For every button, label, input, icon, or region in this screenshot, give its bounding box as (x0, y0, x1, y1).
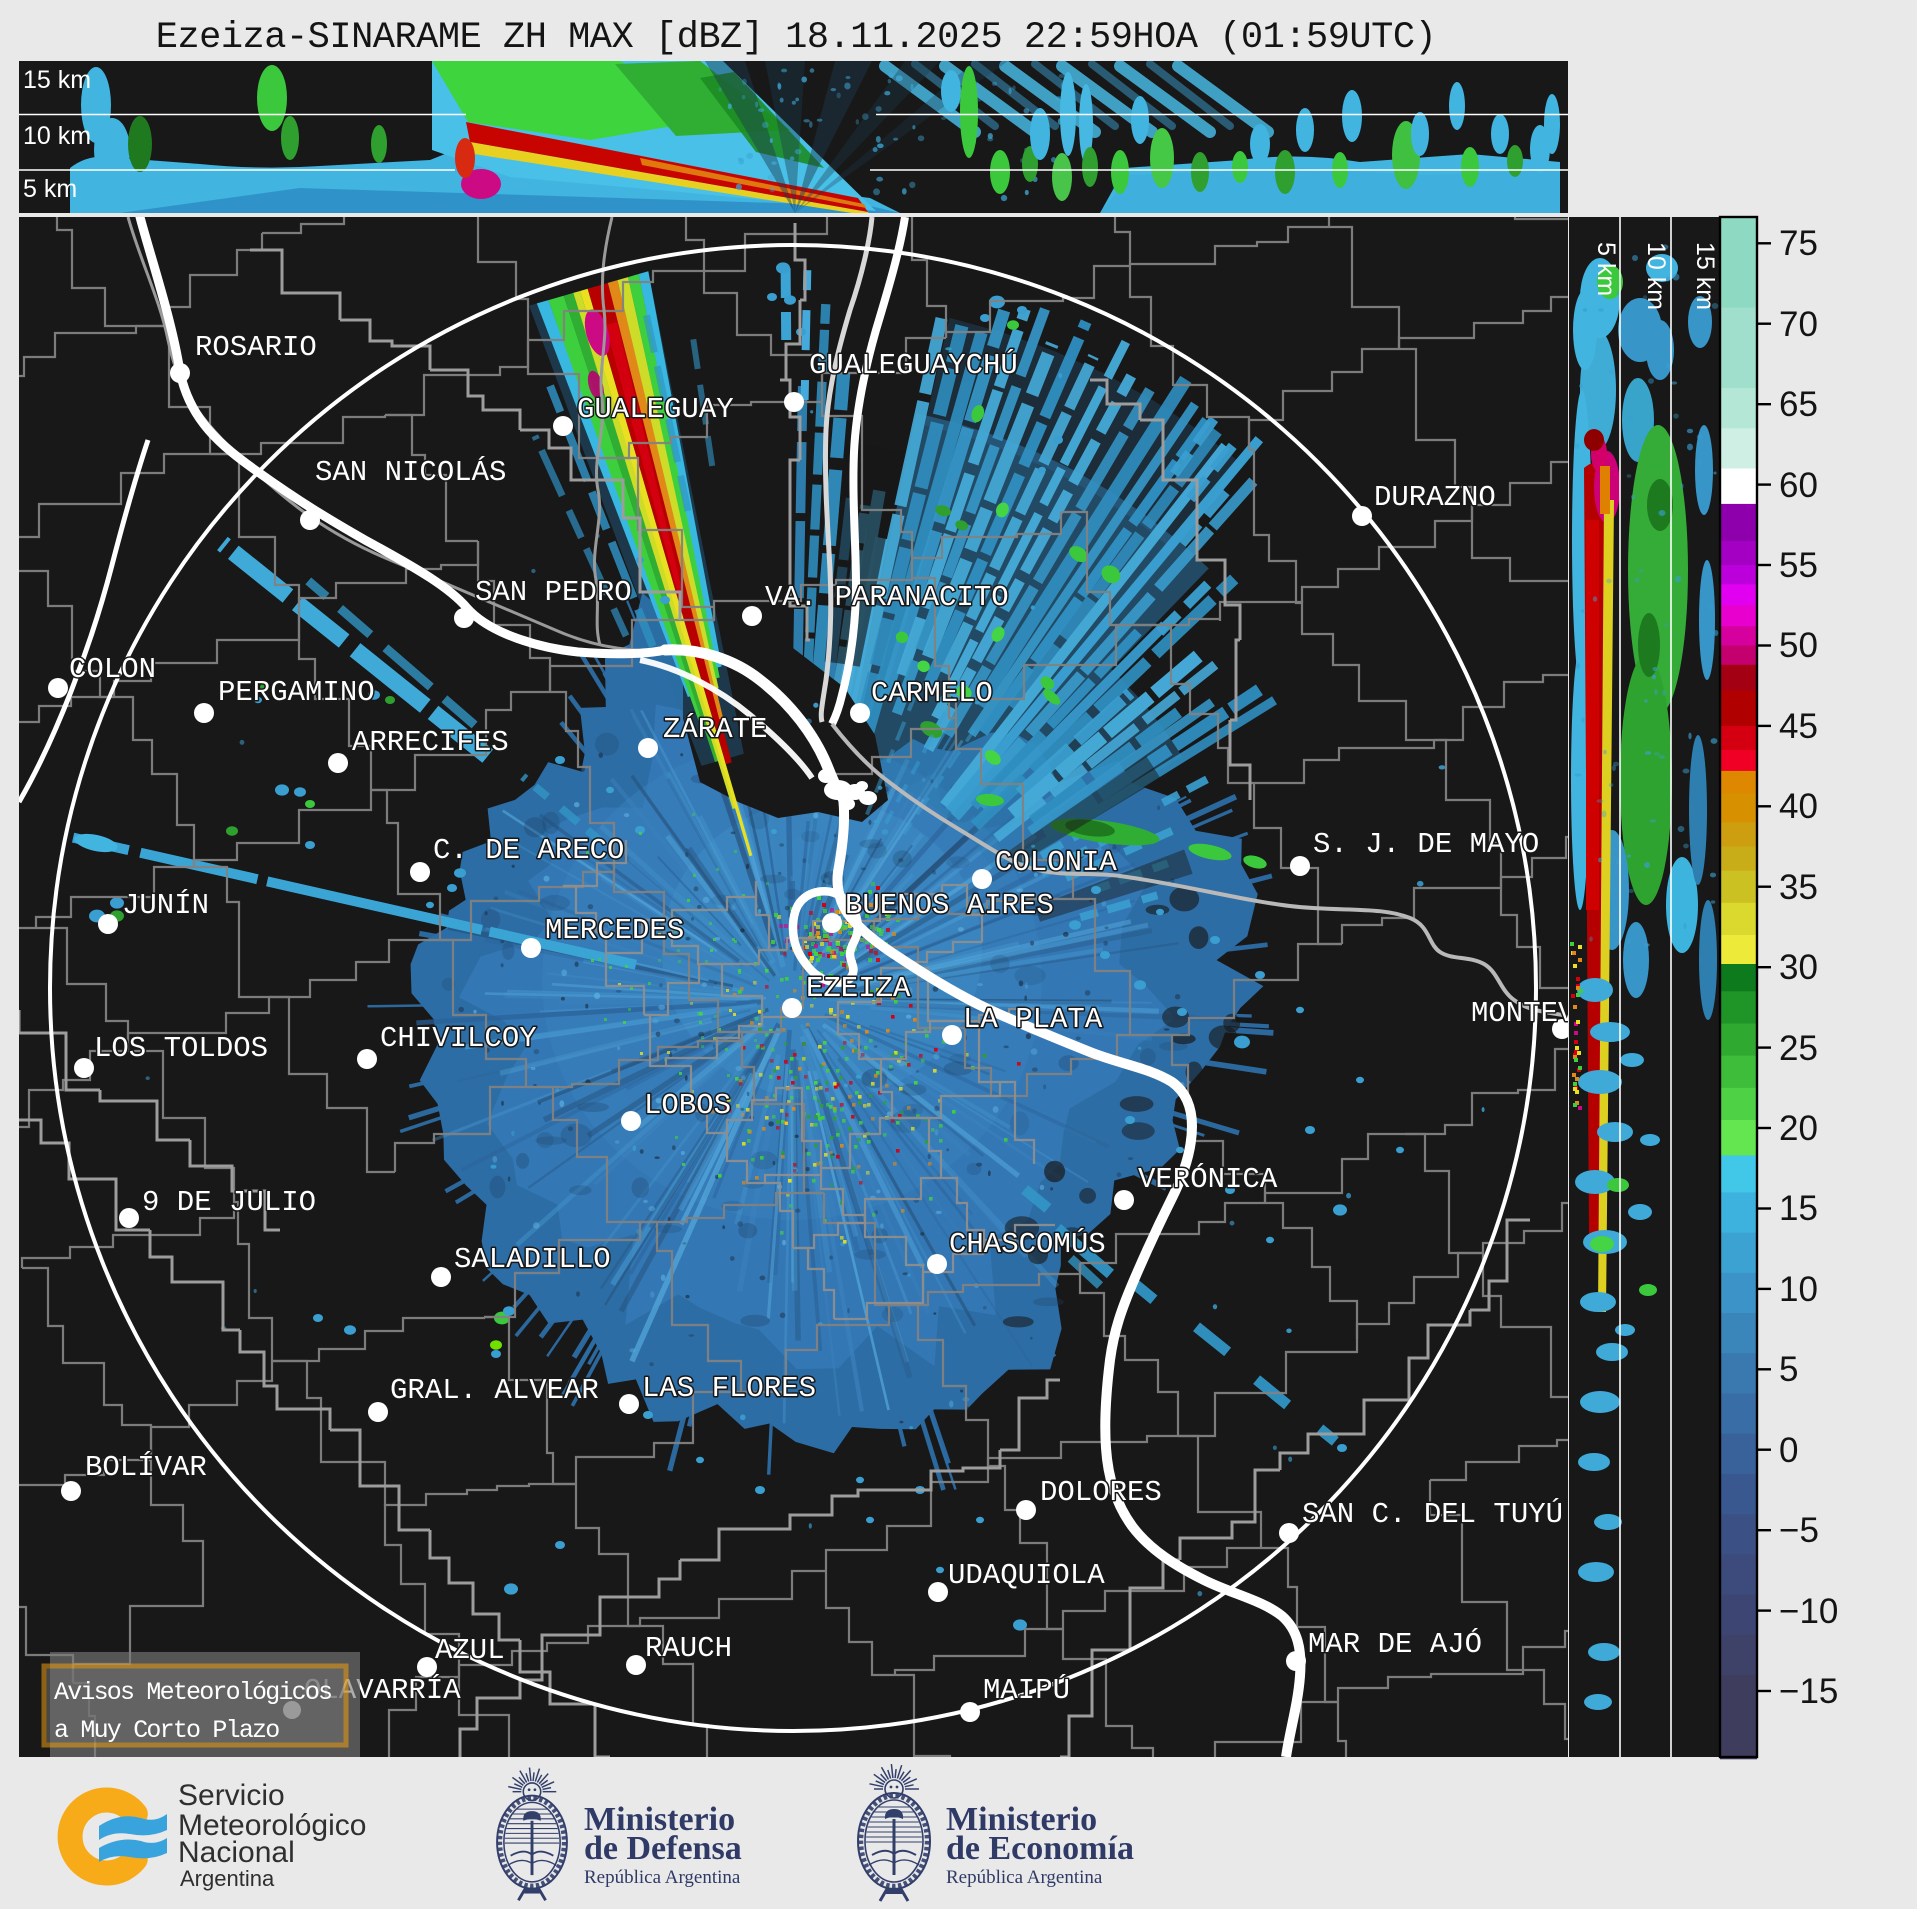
svg-text:5 km: 5 km (1592, 242, 1620, 296)
svg-text:70: 70 (1779, 305, 1818, 344)
svg-text:C. DE ARECO: C. DE ARECO (433, 834, 624, 867)
svg-text:45: 45 (1779, 707, 1818, 746)
svg-text:5 km: 5 km (23, 175, 77, 203)
svg-text:a Muy Corto Plazo: a Muy Corto Plazo (54, 1716, 279, 1745)
svg-text:Argentina: Argentina (180, 1866, 275, 1891)
svg-text:15 km: 15 km (1691, 242, 1719, 310)
svg-text:SAN C. DEL TUYÚ: SAN C. DEL TUYÚ (1302, 1497, 1563, 1531)
svg-text:50: 50 (1779, 626, 1818, 665)
svg-text:CARMELO: CARMELO (871, 677, 993, 710)
svg-text:AZUL: AZUL (435, 1634, 505, 1667)
svg-text:S. J. DE MAYO: S. J. DE MAYO (1313, 828, 1539, 861)
svg-text:EZEIZA: EZEIZA (806, 972, 911, 1005)
svg-text:BUENOS AIRES: BUENOS AIRES (845, 889, 1054, 922)
svg-text:30: 30 (1779, 948, 1818, 987)
svg-text:VERÓNICA: VERÓNICA (1138, 1162, 1278, 1196)
svg-text:Meteorológico: Meteorológico (178, 1809, 366, 1842)
svg-text:LOBOS: LOBOS (644, 1089, 731, 1122)
svg-text:VA. PARANACITO: VA. PARANACITO (765, 581, 1009, 614)
svg-text:−10: −10 (1779, 1592, 1838, 1631)
svg-text:GRAL. ALVEAR: GRAL. ALVEAR (390, 1374, 599, 1407)
svg-text:MERCEDES: MERCEDES (545, 914, 684, 947)
svg-text:de Defensa: de Defensa (584, 1830, 742, 1867)
svg-text:SALADILLO: SALADILLO (454, 1243, 611, 1276)
svg-text:República Argentina: República Argentina (946, 1867, 1103, 1888)
svg-text:35: 35 (1779, 868, 1818, 907)
svg-text:ZÁRATE: ZÁRATE (663, 712, 767, 746)
svg-text:UDAQUIOLA: UDAQUIOLA (948, 1559, 1105, 1592)
svg-text:40: 40 (1779, 787, 1818, 826)
svg-text:LOS TOLDOS: LOS TOLDOS (94, 1032, 268, 1065)
svg-text:RAUCH: RAUCH (645, 1632, 732, 1665)
svg-text:DURAZNO: DURAZNO (1374, 481, 1496, 514)
svg-text:10 km: 10 km (23, 122, 91, 150)
svg-text:PERGAMINO: PERGAMINO (218, 676, 375, 709)
svg-text:CHASCOMÚS: CHASCOMÚS (949, 1227, 1106, 1261)
svg-text:Nacional: Nacional (178, 1836, 295, 1869)
svg-text:9 DE JULIO: 9 DE JULIO (142, 1186, 316, 1219)
svg-text:República Argentina: República Argentina (584, 1867, 741, 1888)
svg-text:75: 75 (1779, 224, 1818, 263)
svg-text:10: 10 (1779, 1270, 1818, 1309)
svg-text:20: 20 (1779, 1109, 1818, 1148)
svg-text:LAS FLORES: LAS FLORES (642, 1372, 816, 1405)
svg-text:15: 15 (1779, 1189, 1818, 1228)
svg-text:COLONIA: COLONIA (995, 846, 1117, 879)
svg-text:BOLÍVAR: BOLÍVAR (85, 1450, 207, 1484)
svg-text:−15: −15 (1779, 1672, 1838, 1711)
svg-text:5: 5 (1779, 1350, 1798, 1389)
svg-text:65: 65 (1779, 385, 1818, 424)
svg-text:Ezeiza-SINARAME ZH MAX [dBZ] 1: Ezeiza-SINARAME ZH MAX [dBZ] 18.11.2025 … (156, 17, 1437, 59)
svg-text:0: 0 (1779, 1431, 1798, 1470)
svg-text:MAIPÚ: MAIPÚ (983, 1673, 1070, 1707)
svg-text:MAR DE AJÓ: MAR DE AJÓ (1308, 1627, 1482, 1661)
svg-text:ROSARIO: ROSARIO (195, 331, 317, 364)
svg-text:COLON: COLON (69, 653, 156, 686)
svg-text:Avisos Meteorológicos: Avisos Meteorológicos (54, 1678, 331, 1707)
svg-text:GUALEGUAYCHÚ: GUALEGUAYCHÚ (809, 348, 1018, 382)
svg-text:15 km: 15 km (23, 66, 91, 94)
svg-text:ARRECIFES: ARRECIFES (352, 726, 509, 759)
svg-text:LA PLATA: LA PLATA (963, 1003, 1103, 1036)
svg-text:25: 25 (1779, 1029, 1818, 1068)
svg-text:60: 60 (1779, 466, 1818, 505)
svg-text:SAN PEDRO: SAN PEDRO (475, 576, 632, 609)
svg-text:10 km: 10 km (1642, 242, 1670, 310)
svg-text:Ministerio: Ministerio (946, 1801, 1097, 1838)
svg-text:Servicio: Servicio (178, 1779, 285, 1812)
svg-text:SAN NICOLÁS: SAN NICOLÁS (315, 455, 506, 489)
svg-text:JUNÍN: JUNÍN (122, 888, 209, 922)
svg-text:GUALEGUAY: GUALEGUAY (577, 393, 734, 426)
svg-text:−5: −5 (1779, 1511, 1819, 1550)
svg-text:MONTEV: MONTEV (1471, 997, 1576, 1030)
svg-text:DOLORES: DOLORES (1040, 1476, 1162, 1509)
svg-text:de Economía: de Economía (946, 1830, 1134, 1867)
svg-text:Ministerio: Ministerio (584, 1801, 735, 1838)
svg-text:CHIVILCOY: CHIVILCOY (380, 1022, 537, 1055)
svg-text:55: 55 (1779, 546, 1818, 585)
